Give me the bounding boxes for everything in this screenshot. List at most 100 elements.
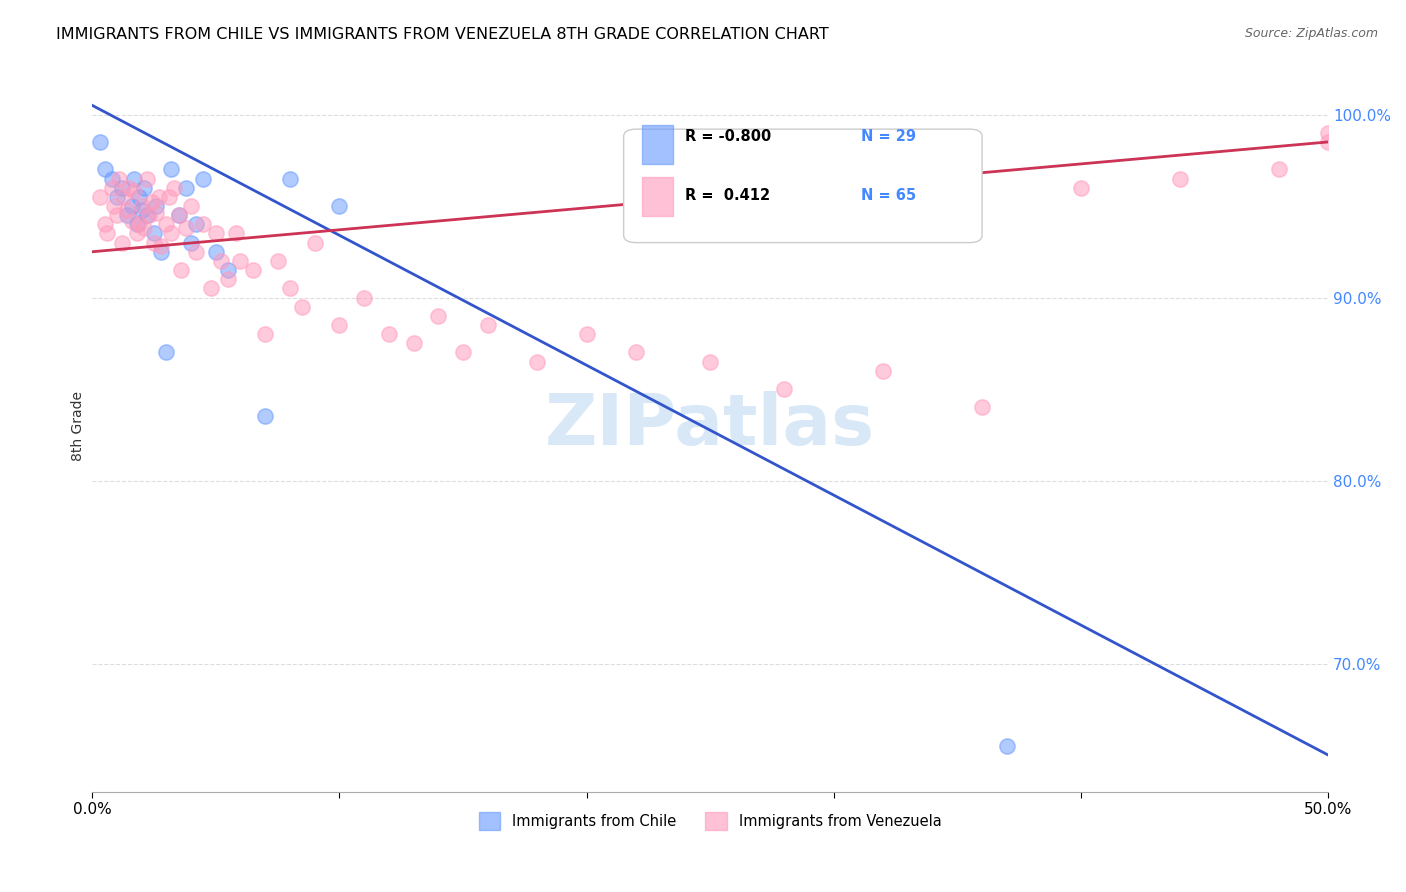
Point bbox=[193, 217, 215, 231]
Point bbox=[115, 202, 138, 217]
Point bbox=[118, 180, 141, 194]
Text: N = 65: N = 65 bbox=[860, 187, 917, 202]
Point bbox=[1317, 135, 1340, 149]
Point bbox=[155, 345, 177, 359]
Point bbox=[278, 171, 301, 186]
Text: R = -0.800: R = -0.800 bbox=[686, 129, 772, 144]
Point bbox=[89, 135, 111, 149]
Point bbox=[204, 227, 226, 241]
Point bbox=[170, 263, 193, 277]
Point bbox=[111, 180, 134, 194]
Point bbox=[254, 327, 277, 342]
Point bbox=[217, 263, 239, 277]
Point bbox=[575, 327, 598, 342]
Point bbox=[89, 190, 111, 204]
Point bbox=[242, 263, 264, 277]
Point bbox=[150, 244, 173, 259]
Point bbox=[1168, 171, 1191, 186]
Point bbox=[143, 235, 166, 250]
Point bbox=[105, 190, 128, 204]
Point bbox=[111, 235, 134, 250]
Point bbox=[200, 281, 222, 295]
Point bbox=[150, 239, 173, 253]
Point bbox=[132, 221, 155, 235]
Point bbox=[773, 382, 796, 396]
Point bbox=[174, 221, 197, 235]
Point bbox=[225, 227, 247, 241]
Point bbox=[145, 206, 167, 220]
Point bbox=[108, 171, 131, 186]
Point bbox=[167, 208, 190, 222]
Point bbox=[131, 199, 153, 213]
Point bbox=[132, 180, 155, 194]
Point bbox=[254, 409, 277, 424]
Point bbox=[155, 217, 177, 231]
Point bbox=[328, 318, 350, 332]
Point bbox=[353, 291, 375, 305]
Point bbox=[209, 253, 232, 268]
Point bbox=[204, 244, 226, 259]
Point bbox=[121, 199, 143, 213]
Point bbox=[105, 208, 128, 222]
Point bbox=[328, 199, 350, 213]
Point bbox=[970, 401, 993, 415]
Point bbox=[160, 227, 183, 241]
Point bbox=[451, 345, 474, 359]
Point bbox=[138, 208, 160, 222]
Point bbox=[148, 190, 170, 204]
Point bbox=[163, 180, 186, 194]
Point bbox=[1070, 180, 1092, 194]
Point bbox=[624, 345, 647, 359]
Point bbox=[145, 199, 167, 213]
Point bbox=[128, 190, 150, 204]
Point bbox=[266, 253, 288, 268]
FancyBboxPatch shape bbox=[643, 126, 673, 163]
Point bbox=[699, 354, 721, 368]
Point bbox=[96, 227, 118, 241]
Point bbox=[143, 227, 166, 241]
Point bbox=[101, 180, 124, 194]
Point bbox=[135, 208, 157, 222]
Point bbox=[872, 364, 894, 378]
Point bbox=[291, 300, 314, 314]
Point bbox=[125, 227, 148, 241]
Point bbox=[112, 190, 135, 204]
Point bbox=[184, 217, 207, 231]
Point bbox=[193, 171, 215, 186]
Point bbox=[93, 162, 115, 177]
Text: N = 29: N = 29 bbox=[860, 129, 915, 144]
Point bbox=[131, 202, 153, 217]
Text: R =  0.412: R = 0.412 bbox=[686, 187, 770, 202]
Point bbox=[115, 208, 138, 222]
FancyBboxPatch shape bbox=[643, 178, 673, 216]
Point bbox=[278, 281, 301, 295]
Point bbox=[1267, 162, 1289, 177]
Point bbox=[141, 195, 163, 210]
Point bbox=[157, 190, 180, 204]
Point bbox=[477, 318, 499, 332]
Point bbox=[229, 253, 252, 268]
Point bbox=[995, 739, 1018, 753]
Y-axis label: 8th Grade: 8th Grade bbox=[72, 391, 86, 460]
Point bbox=[93, 217, 115, 231]
Point bbox=[167, 208, 190, 222]
Text: ZIPatlas: ZIPatlas bbox=[546, 391, 875, 460]
Point bbox=[101, 171, 124, 186]
Text: IMMIGRANTS FROM CHILE VS IMMIGRANTS FROM VENEZUELA 8TH GRADE CORRELATION CHART: IMMIGRANTS FROM CHILE VS IMMIGRANTS FROM… bbox=[56, 27, 830, 42]
Point bbox=[122, 171, 145, 186]
Point bbox=[128, 217, 150, 231]
FancyBboxPatch shape bbox=[624, 129, 981, 243]
Point bbox=[135, 171, 157, 186]
Point bbox=[174, 180, 197, 194]
Point bbox=[1317, 126, 1340, 140]
Point bbox=[125, 217, 148, 231]
Point bbox=[180, 199, 202, 213]
Point bbox=[180, 235, 202, 250]
Point bbox=[402, 336, 425, 351]
Text: Source: ZipAtlas.com: Source: ZipAtlas.com bbox=[1244, 27, 1378, 40]
Legend: Immigrants from Chile, Immigrants from Venezuela: Immigrants from Chile, Immigrants from V… bbox=[472, 806, 948, 836]
Point bbox=[427, 309, 450, 323]
Point bbox=[378, 327, 401, 342]
Point bbox=[121, 213, 143, 227]
Point bbox=[103, 199, 125, 213]
